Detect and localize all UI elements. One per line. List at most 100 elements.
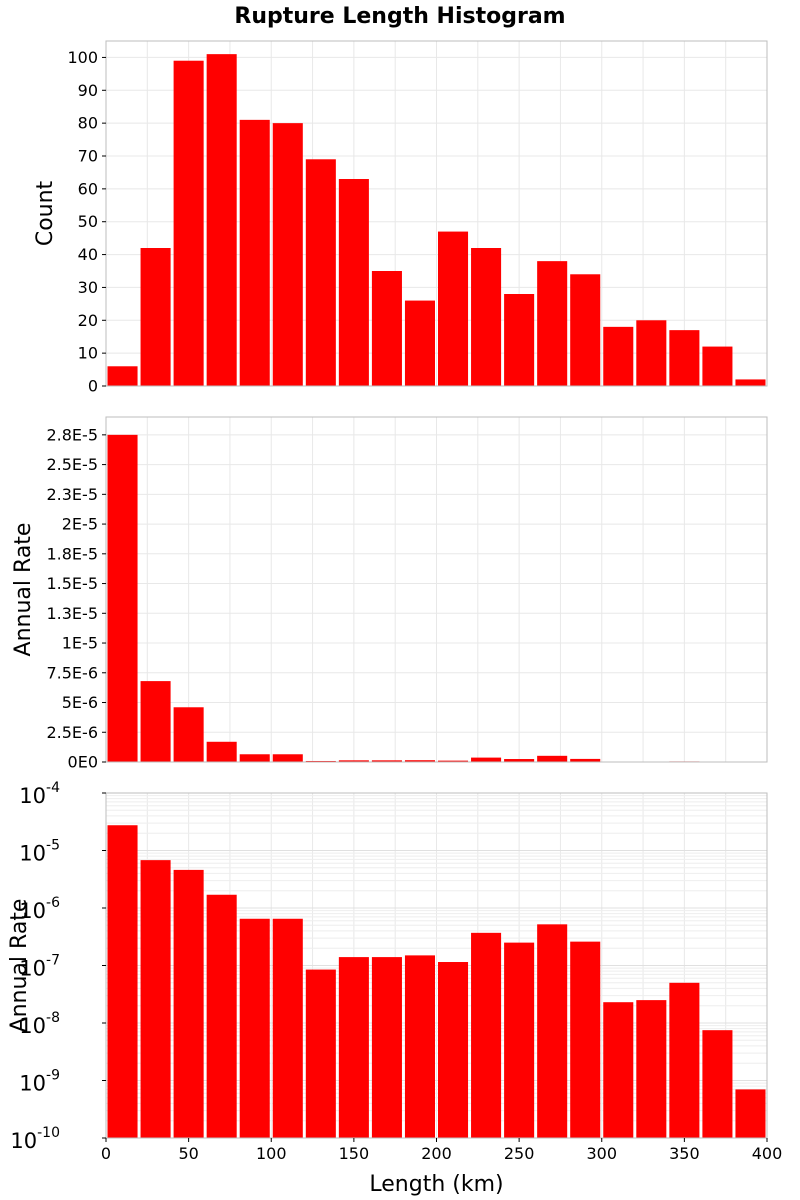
histogram-bar <box>404 955 435 1138</box>
x-tick-label: 300 <box>586 1144 617 1163</box>
histogram-bar <box>272 754 303 762</box>
histogram-bar <box>570 758 601 762</box>
x-tick-label: 200 <box>421 1144 452 1163</box>
histogram-bar <box>173 60 204 386</box>
y-tick-label: 10-5 <box>19 838 60 866</box>
y-tick-label: 5E-6 <box>62 693 98 712</box>
y-tick-label: 10 <box>78 344 98 363</box>
y-tick-label: 1.8E-5 <box>46 544 98 563</box>
histogram-bar <box>471 757 502 762</box>
histogram-bar <box>537 924 568 1138</box>
histogram-bar <box>371 760 402 762</box>
histogram-bar <box>206 741 237 762</box>
histogram-bar <box>272 918 303 1138</box>
histogram-bar <box>239 918 270 1138</box>
y-tick-label: 20 <box>78 311 98 330</box>
histogram-bar <box>338 179 369 386</box>
y-tick-label: 0E0 <box>68 753 98 772</box>
histogram-bar <box>338 760 369 762</box>
histogram-bar <box>636 1000 667 1138</box>
y-tick-label: 7.5E-6 <box>46 663 98 682</box>
y-tick-label: 10-6 <box>19 895 60 923</box>
histogram-bar <box>702 346 733 386</box>
histogram-bar <box>471 248 502 386</box>
histogram-bar <box>669 982 700 1138</box>
histogram-bar <box>603 1002 634 1138</box>
histogram-bar <box>305 159 336 386</box>
y-tick-label: 100 <box>67 48 98 67</box>
chart-title: Rupture Length Histogram <box>234 4 565 29</box>
x-tick-label: 150 <box>339 1144 370 1163</box>
histogram-bar <box>140 860 171 1138</box>
y-tick-label: 2E-5 <box>62 515 98 534</box>
y-tick-label: 30 <box>78 278 98 297</box>
histogram-bar <box>371 957 402 1138</box>
histogram-bar <box>438 231 469 386</box>
histogram-bar <box>173 869 204 1138</box>
histogram-bar <box>504 759 535 762</box>
histogram-bar <box>272 123 303 387</box>
histogram-bar <box>107 434 138 762</box>
y-tick-label: 2.5E-5 <box>46 455 98 474</box>
x-tick-label: 400 <box>752 1144 783 1163</box>
histogram-bar <box>537 261 568 386</box>
histogram-bar <box>603 326 634 386</box>
y-tick-label: 60 <box>78 179 98 198</box>
y-tick-label: 2.5E-6 <box>46 723 98 742</box>
histogram-bar <box>239 119 270 386</box>
histogram-bar <box>669 330 700 386</box>
x-tick-label: 50 <box>178 1144 198 1163</box>
histogram-bar <box>239 754 270 762</box>
histogram-bar <box>504 942 535 1138</box>
histogram-bar <box>206 894 237 1138</box>
y-tick-label: 10-7 <box>19 953 60 981</box>
y-axis-label: Count <box>33 180 58 246</box>
y-tick-label: 10-4 <box>19 780 60 808</box>
histogram-bar <box>570 274 601 386</box>
x-axis-label: Length (km) <box>369 1172 503 1197</box>
y-tick-label: 90 <box>78 81 98 100</box>
y-tick-label: 0 <box>88 377 98 396</box>
histogram-bar <box>404 760 435 762</box>
y-tick-label: 70 <box>78 147 98 166</box>
x-tick-label: 350 <box>669 1144 700 1163</box>
histogram-bar <box>371 271 402 386</box>
histogram-bar <box>570 941 601 1138</box>
x-tick-label: 100 <box>256 1144 287 1163</box>
y-tick-label: 50 <box>78 212 98 231</box>
y-axis-label: Annual Rate <box>11 523 36 657</box>
y-tick-label: 10-9 <box>19 1068 60 1096</box>
histogram-bar <box>702 1030 733 1138</box>
histogram-bar <box>140 248 171 386</box>
y-tick-label: 1.3E-5 <box>46 604 98 623</box>
y-tick-label: 40 <box>78 245 98 264</box>
y-tick-label: 10-10 <box>10 1125 60 1153</box>
y-tick-label: 80 <box>78 114 98 133</box>
histogram-bar <box>173 707 204 762</box>
y-tick-label: 1E-5 <box>62 634 98 653</box>
histogram-bar <box>735 1089 766 1138</box>
y-tick-label: 2.3E-5 <box>46 485 98 504</box>
plot-frame <box>105 416 768 763</box>
histogram-bar <box>504 294 535 386</box>
plot-frame <box>105 40 768 387</box>
y-tick-label: 10-8 <box>19 1010 60 1038</box>
histogram-bar <box>140 681 171 762</box>
y-axis-label: Annual Rate <box>7 899 32 1033</box>
histogram-bar <box>735 379 766 386</box>
y-tick-label: 2.8E-5 <box>46 425 98 444</box>
histogram-bar <box>471 932 502 1138</box>
histogram-bar <box>338 957 369 1138</box>
histogram-bar <box>636 320 667 386</box>
histogram-bar <box>305 760 336 762</box>
y-tick-label: 1.5E-5 <box>46 574 98 593</box>
x-tick-label: 250 <box>504 1144 535 1163</box>
histogram-bar <box>305 969 336 1138</box>
histogram-bar <box>206 54 237 387</box>
histogram-bar <box>438 962 469 1138</box>
histogram-bar <box>404 300 435 386</box>
histogram-bar <box>107 366 138 386</box>
histogram-bar <box>438 760 469 762</box>
x-tick-label: 0 <box>101 1144 111 1163</box>
